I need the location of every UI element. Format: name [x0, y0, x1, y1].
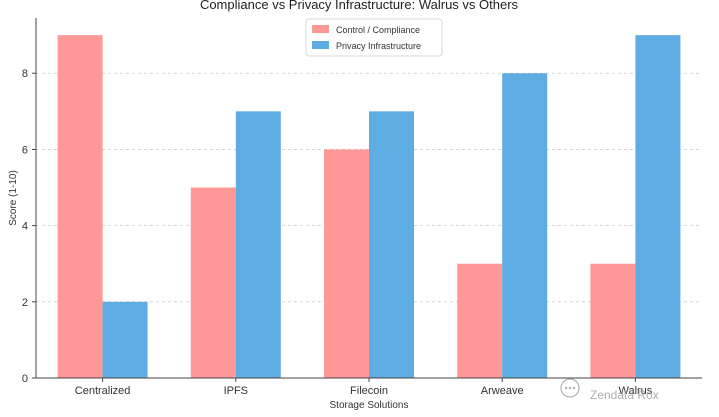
legend-label-privacy: Privacy Infrastructure: [336, 41, 421, 51]
legend-swatch-privacy: [312, 41, 329, 49]
chat-bubble-icon: [560, 378, 580, 398]
x-tick-label: IPFS: [224, 385, 248, 397]
x-tick-label: Centralized: [75, 385, 131, 397]
legend: Control / Compliance Privacy Infrastruct…: [305, 18, 443, 57]
x-tick-label: Filecoin: [350, 385, 388, 397]
y-axis-label: Score (1-10): [8, 170, 19, 226]
y-tick-label: 4: [22, 221, 28, 233]
x-axis-label: Storage Solutions: [330, 400, 409, 411]
bars: [57, 35, 681, 379]
x-ticks: Centralized IPFS Filecoin Arweave Walrus: [75, 378, 653, 397]
y-ticks: 0 2 4 6 8: [22, 68, 36, 385]
bar-control-arweave: [457, 263, 503, 378]
x-tick-label: Arweave: [481, 385, 524, 397]
y-tick-label: 2: [22, 297, 28, 309]
watermark: Zendata Rox: [560, 378, 659, 402]
bar-privacy-arweave: [502, 73, 548, 378]
bar-privacy-filecoin: [369, 111, 414, 378]
bar-privacy-ipfs: [235, 111, 281, 378]
x-tick-label: Walrus: [618, 385, 652, 397]
bar-privacy-centralized: [102, 301, 148, 378]
legend-swatch-control: [312, 25, 329, 33]
bar-control-filecoin: [324, 149, 369, 378]
watermark-text: Zendata Rox: [590, 388, 659, 402]
y-tick-label: 0: [22, 373, 28, 385]
y-tick-label: 8: [22, 68, 28, 80]
bar-privacy-walrus: [635, 35, 681, 379]
bar-control-ipfs: [190, 187, 236, 378]
chart-title: Compliance vs Privacy Infrastructure: Wa…: [200, 0, 519, 12]
legend-label-control: Control / Compliance: [336, 25, 420, 35]
bar-control-centralized: [57, 35, 103, 379]
bar-control-walrus: [590, 263, 636, 378]
legend-frame: [305, 18, 443, 57]
y-tick-label: 6: [22, 144, 28, 156]
